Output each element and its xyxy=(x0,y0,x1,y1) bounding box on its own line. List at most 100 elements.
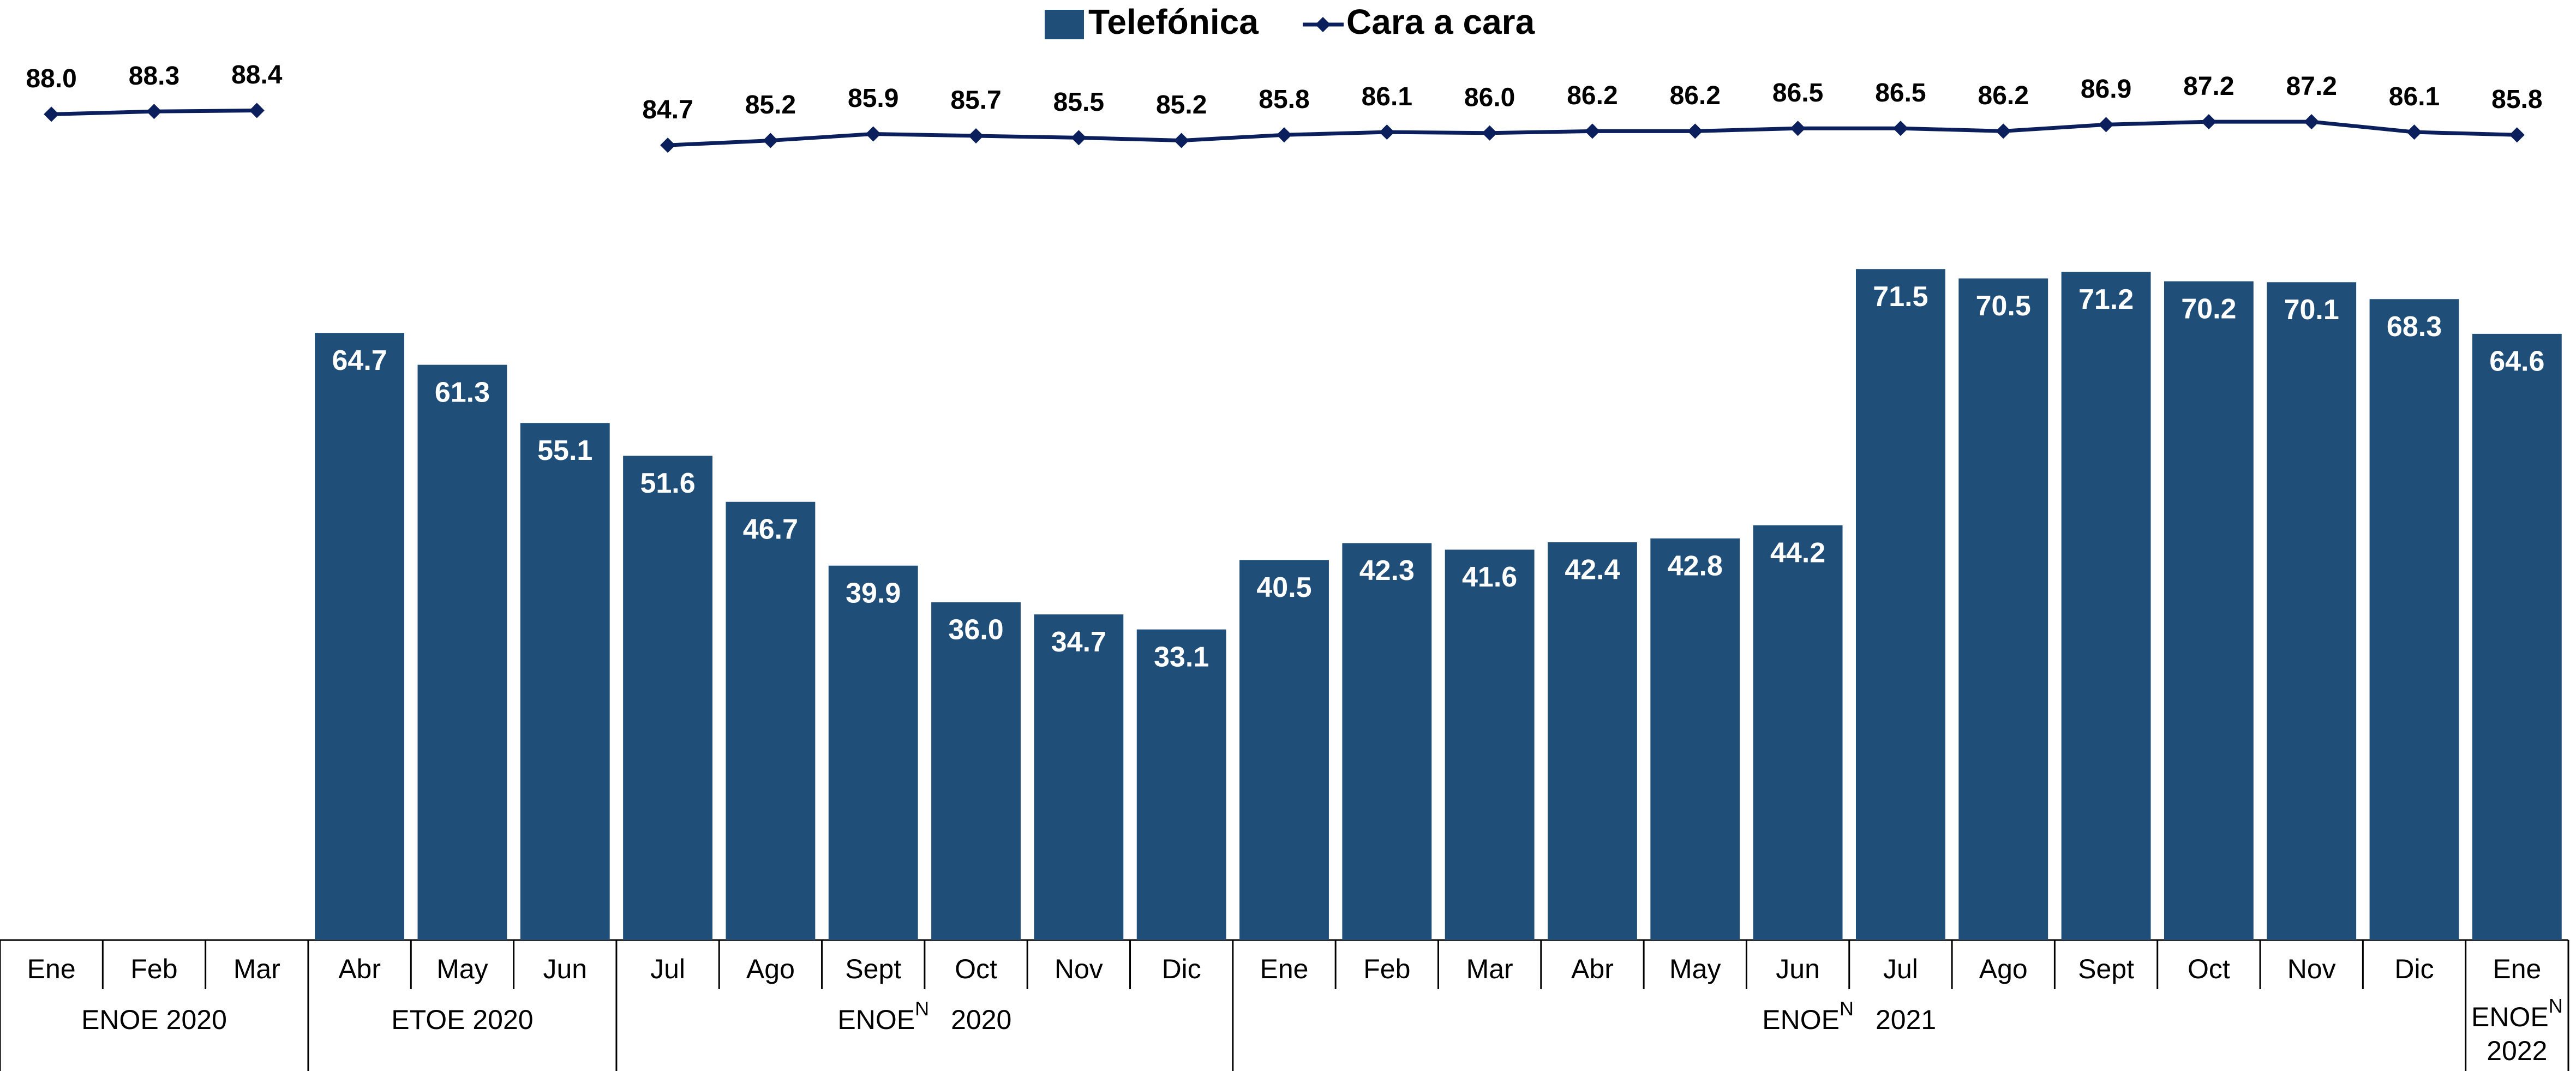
x-tick-label: Sept xyxy=(2078,954,2134,984)
x-tick-label: Ene xyxy=(27,954,76,984)
line-marker xyxy=(1687,123,1703,139)
bar-value-label: 42.3 xyxy=(1359,555,1415,587)
bar-value-label: 68.3 xyxy=(2387,311,2442,343)
line-marker xyxy=(763,133,778,148)
x-tick-label: Mar xyxy=(233,954,280,984)
bar xyxy=(1856,269,1945,941)
bar xyxy=(828,565,918,940)
bar-value-label: 64.7 xyxy=(332,345,387,376)
x-tick-label: Feb xyxy=(130,954,177,984)
x-tick-label: Jun xyxy=(1776,954,1820,984)
line-value-label: 88.0 xyxy=(26,64,76,93)
bar-value-label: 71.5 xyxy=(1873,281,1928,313)
legend-label: Telefónica xyxy=(1088,2,1259,41)
line-marker xyxy=(2201,114,2216,130)
line-marker xyxy=(44,106,59,122)
bar xyxy=(2369,299,2459,940)
legend-swatch xyxy=(1045,10,1084,39)
bar-value-label: 42.8 xyxy=(1668,551,1723,582)
x-tick-label: Feb xyxy=(1363,954,1410,984)
bar xyxy=(2472,333,2562,940)
group-superscript: N xyxy=(915,997,929,1020)
x-tick-label: Nov xyxy=(1055,954,1103,984)
group-label: ENOEN 2020 xyxy=(837,997,1011,1036)
bar-value-label: 40.5 xyxy=(1256,572,1311,603)
x-tick-label: Ene xyxy=(2493,954,2541,984)
line-value-label: 88.4 xyxy=(231,61,283,89)
line-marker xyxy=(146,104,162,119)
bar-value-label: 39.9 xyxy=(846,577,901,609)
group-label: ENOEN xyxy=(2471,995,2563,1033)
bar-value-label: 64.6 xyxy=(2489,346,2544,378)
group-name: ENOE xyxy=(1762,1004,1840,1035)
bar-value-label: 51.6 xyxy=(640,468,695,499)
bar-value-label: 55.1 xyxy=(537,435,592,466)
line-value-label: 86.5 xyxy=(1875,79,1926,107)
x-tick-label: Dic xyxy=(1162,954,1201,984)
bar xyxy=(417,364,507,940)
line-marker xyxy=(1173,133,1189,148)
group-year: 2021 xyxy=(1876,1004,1936,1035)
bar-value-label: 61.3 xyxy=(435,376,490,408)
x-tick-label: Mar xyxy=(1466,954,1513,984)
line-value-label: 86.5 xyxy=(1772,79,1823,107)
line-value-label: 85.5 xyxy=(1053,88,1104,117)
line-value-label: 84.7 xyxy=(642,95,693,124)
bar xyxy=(1239,560,1329,940)
line-marker xyxy=(660,137,676,153)
bar xyxy=(2267,282,2357,940)
line-value-label: 85.2 xyxy=(745,91,796,119)
line-value-label: 85.9 xyxy=(848,84,898,113)
bar-value-label: 44.2 xyxy=(1770,537,1825,569)
x-tick-label: Ago xyxy=(1979,954,2028,984)
bar-value-label: 71.2 xyxy=(2078,284,2134,315)
line-marker xyxy=(249,103,265,118)
bar xyxy=(315,333,405,941)
group-label: ETOE 2020 xyxy=(391,1004,533,1035)
x-tick-label: Sept xyxy=(845,954,901,984)
line-value-label: 87.2 xyxy=(2183,72,2234,101)
legend-label: Cara a cara xyxy=(1346,2,1535,41)
line-marker xyxy=(2098,117,2114,133)
line-value-label: 86.9 xyxy=(2081,75,2131,104)
bar xyxy=(1445,549,1535,940)
x-tick-label: Jun xyxy=(543,954,587,984)
bar xyxy=(520,423,610,940)
bar-value-label: 46.7 xyxy=(743,513,798,545)
bar-value-label: 36.0 xyxy=(948,614,1003,646)
bar xyxy=(931,602,1021,940)
bar-value-label: 33.1 xyxy=(1154,641,1209,673)
group-name: ENOE xyxy=(2471,1002,2549,1032)
bar xyxy=(1650,538,1740,940)
x-tick-label: Dic xyxy=(2394,954,2434,984)
line-marker xyxy=(865,126,881,142)
x-tick-label: Ago xyxy=(746,954,795,984)
bar-value-label: 41.6 xyxy=(1462,561,1517,593)
line-marker xyxy=(2509,127,2525,143)
bar xyxy=(623,456,712,940)
line-marker xyxy=(1277,127,1292,143)
bar-value-label: 70.2 xyxy=(2181,293,2236,325)
line-marker xyxy=(2304,114,2320,130)
line-value-label: 88.3 xyxy=(129,62,179,91)
line-value-label: 85.2 xyxy=(1156,91,1207,119)
line-marker xyxy=(2406,124,2422,140)
line-value-label: 86.1 xyxy=(2389,82,2440,111)
bar-value-label: 70.1 xyxy=(2284,294,2339,326)
bar-value-label: 34.7 xyxy=(1051,626,1106,658)
line-value-label: 87.2 xyxy=(2286,72,2337,101)
line-value-label: 85.7 xyxy=(950,86,1001,115)
line-marker xyxy=(1996,123,2011,139)
line-marker xyxy=(1892,121,1908,136)
group-year: 2022 xyxy=(2487,1036,2547,1066)
line-value-label: 86.1 xyxy=(1362,82,1412,111)
x-tick-label: May xyxy=(436,954,488,984)
group-label: ENOEN 2021 xyxy=(1762,997,1936,1036)
group-label: ENOE 2020 xyxy=(81,1004,227,1035)
line-marker xyxy=(1584,123,1600,139)
line-value-label: 85.8 xyxy=(1259,85,1309,114)
bar xyxy=(1548,542,1637,940)
bar xyxy=(2061,272,2151,940)
bar xyxy=(2164,281,2254,940)
group-year: 2020 xyxy=(951,1004,1011,1035)
